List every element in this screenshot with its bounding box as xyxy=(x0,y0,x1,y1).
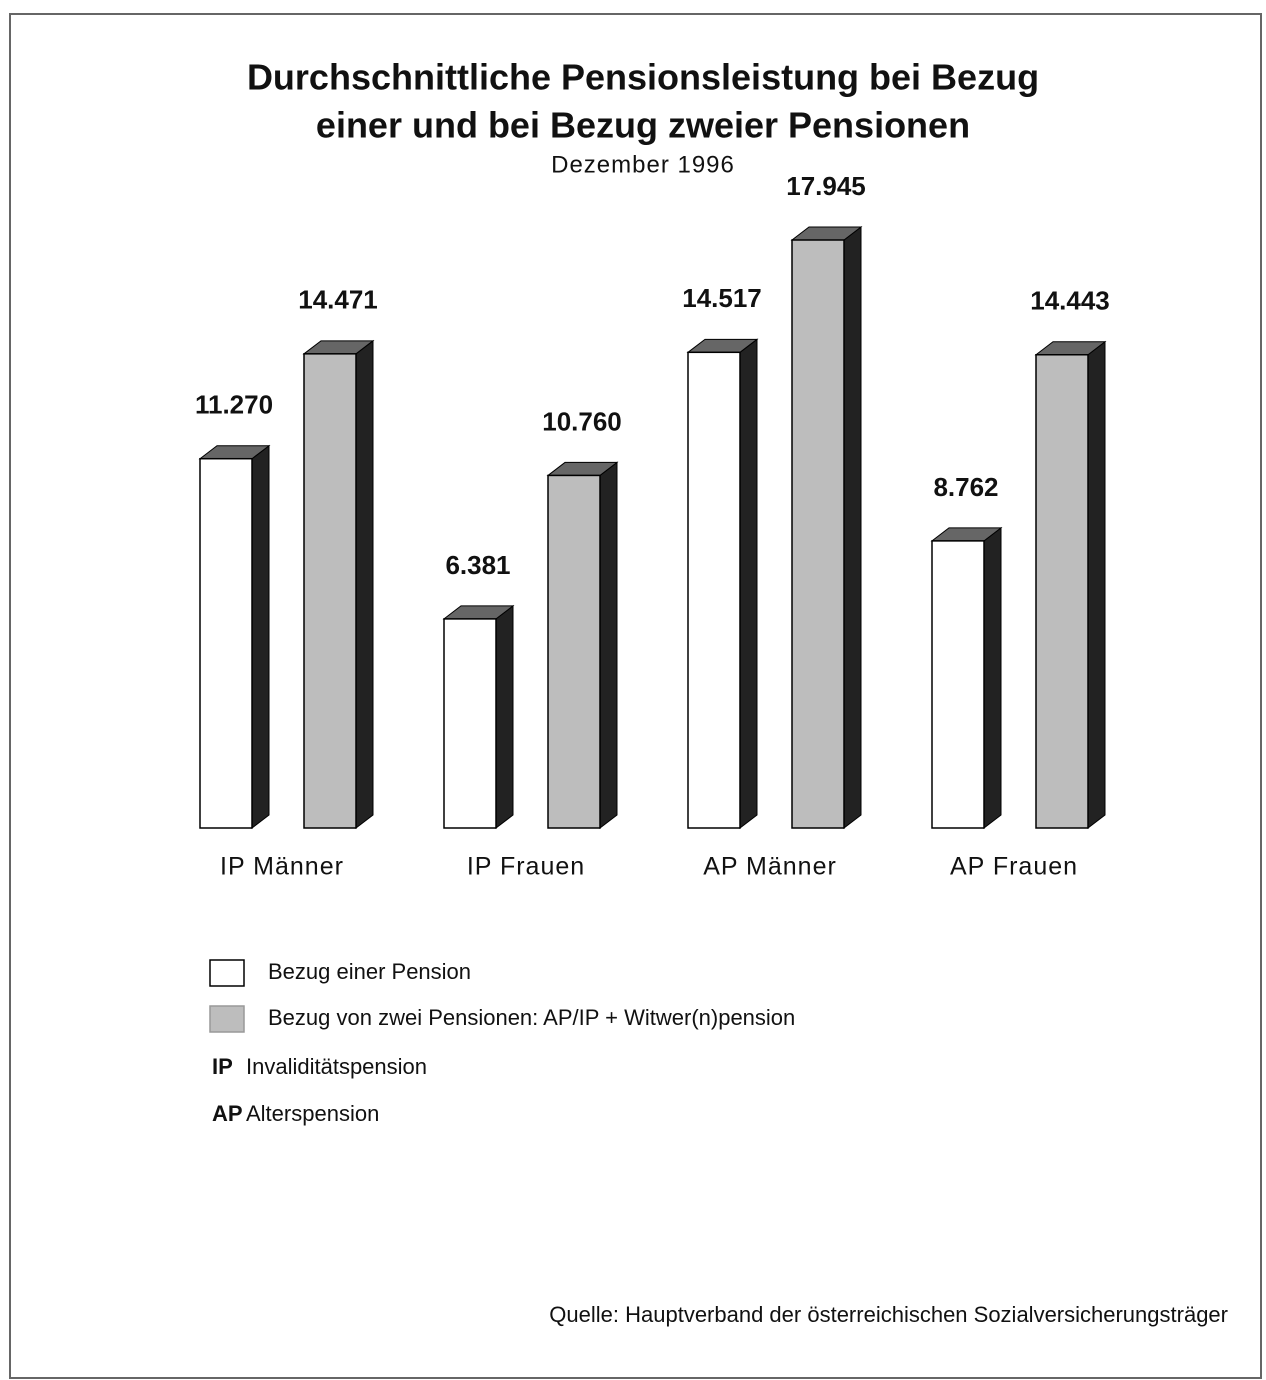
bar-side xyxy=(1087,340,1106,830)
bar xyxy=(443,618,497,829)
note-abbr: AP xyxy=(212,1101,243,1126)
bar xyxy=(547,474,601,829)
value-label: 14.443 xyxy=(1030,286,1110,316)
value-label: 11.270 xyxy=(195,390,273,420)
bar-side xyxy=(983,526,1002,830)
chart-title: einer und bei Bezug zweier Pensionen xyxy=(316,105,970,146)
x-tick-label: AP Männer xyxy=(703,853,837,881)
value-label: 14.471 xyxy=(298,285,378,315)
bar-side xyxy=(251,444,270,830)
frame xyxy=(9,13,1262,1379)
x-tick-label: IP Männer xyxy=(220,853,344,881)
bar-side xyxy=(495,604,514,830)
chart-title: Durchschnittliche Pensionsleistung bei B… xyxy=(247,57,1039,98)
bar-side xyxy=(599,461,618,830)
value-label: 8.762 xyxy=(933,472,998,502)
bar xyxy=(791,239,845,829)
source: Quelle: Hauptverband der österreichische… xyxy=(549,1302,1228,1327)
bar xyxy=(931,540,985,829)
note-text: Alterspension xyxy=(246,1101,379,1126)
legend-swatch xyxy=(209,959,245,987)
legend-swatch xyxy=(209,1005,245,1033)
value-label: 10.760 xyxy=(542,406,622,436)
value-label: 6.381 xyxy=(445,550,510,580)
note-abbr: IP xyxy=(212,1054,233,1079)
bar xyxy=(687,351,741,829)
bar-side xyxy=(355,339,374,830)
value-label: 14.517 xyxy=(682,283,762,313)
bar xyxy=(199,457,253,829)
value-label: 17.945 xyxy=(786,171,866,201)
bar xyxy=(303,353,357,829)
bar-side xyxy=(739,338,758,830)
legend-label: Bezug einer Pension xyxy=(268,959,471,984)
x-tick-label: AP Frauen xyxy=(950,853,1078,881)
note-text: Invaliditätspension xyxy=(246,1054,427,1079)
bar-side xyxy=(843,225,862,830)
chart-subtitle: Dezember 1996 xyxy=(551,151,735,178)
legend-label: Bezug von zwei Pensionen: AP/IP + Witwer… xyxy=(268,1005,795,1030)
bar xyxy=(1035,353,1089,829)
x-tick-label: IP Frauen xyxy=(467,853,585,881)
